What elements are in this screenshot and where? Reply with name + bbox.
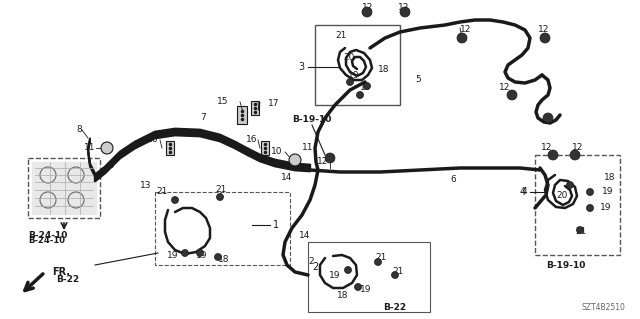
Text: 19: 19 (196, 250, 207, 259)
Circle shape (172, 197, 179, 204)
Text: 18: 18 (337, 291, 348, 300)
Text: 4: 4 (520, 187, 526, 197)
Text: 12: 12 (362, 4, 373, 12)
Text: 19: 19 (328, 271, 340, 279)
Text: FR.: FR. (52, 267, 70, 277)
Text: 20: 20 (343, 54, 355, 63)
Text: B-22: B-22 (56, 276, 79, 285)
Circle shape (540, 33, 550, 43)
Text: 21: 21 (392, 268, 403, 277)
Circle shape (355, 284, 362, 291)
Text: 12: 12 (541, 144, 552, 152)
Text: 19: 19 (360, 286, 371, 294)
Text: 12: 12 (499, 84, 510, 93)
Circle shape (362, 7, 372, 17)
Text: 14: 14 (280, 174, 292, 182)
Text: 13: 13 (140, 181, 152, 189)
Text: 5: 5 (415, 76, 420, 85)
Circle shape (364, 83, 371, 90)
Circle shape (356, 92, 364, 99)
Text: 10: 10 (271, 147, 282, 157)
Text: 15: 15 (216, 98, 228, 107)
Text: 18: 18 (218, 256, 230, 264)
Text: B-24-10: B-24-10 (29, 236, 65, 245)
Text: 18: 18 (604, 174, 616, 182)
Bar (155, 192, 290, 265)
Text: 20: 20 (556, 190, 568, 199)
Bar (535, 155, 620, 255)
Circle shape (586, 189, 593, 196)
Text: 12: 12 (538, 26, 549, 34)
Text: 21: 21 (335, 31, 347, 40)
Bar (166, 141, 174, 155)
Text: 19: 19 (348, 70, 360, 79)
Bar (308, 242, 430, 312)
Circle shape (392, 271, 399, 278)
Circle shape (289, 154, 301, 166)
Text: 12: 12 (317, 158, 328, 167)
Text: 8: 8 (76, 125, 82, 135)
Text: 11: 11 (302, 144, 314, 152)
Circle shape (570, 150, 580, 160)
Text: 11: 11 (83, 144, 95, 152)
Circle shape (325, 153, 335, 163)
Text: 19: 19 (602, 188, 614, 197)
Text: 19: 19 (360, 84, 371, 93)
Circle shape (214, 254, 221, 261)
Text: 4: 4 (522, 188, 527, 197)
Text: 2: 2 (308, 257, 314, 266)
Text: 1: 1 (273, 220, 279, 230)
Circle shape (101, 142, 113, 154)
Circle shape (196, 249, 204, 256)
Circle shape (566, 182, 573, 189)
Text: 18: 18 (378, 65, 390, 75)
Text: 21: 21 (375, 254, 387, 263)
Circle shape (548, 150, 558, 160)
Text: B-19-10: B-19-10 (547, 261, 586, 270)
Circle shape (216, 194, 223, 201)
Text: B-19-10: B-19-10 (292, 115, 332, 124)
Text: 2: 2 (312, 262, 318, 272)
Bar (251, 101, 259, 115)
Bar (315, 25, 400, 105)
Text: 16: 16 (147, 136, 158, 145)
Circle shape (182, 249, 189, 256)
Circle shape (346, 78, 353, 85)
Circle shape (457, 33, 467, 43)
Circle shape (507, 90, 517, 100)
Text: B-24-10: B-24-10 (28, 231, 68, 240)
Text: B-22: B-22 (383, 303, 406, 313)
Text: 17: 17 (268, 99, 280, 108)
Circle shape (374, 258, 381, 265)
Text: 21: 21 (575, 227, 586, 236)
Bar (28, 158, 100, 218)
Text: 12: 12 (460, 26, 472, 34)
Circle shape (577, 226, 584, 234)
Text: 21: 21 (157, 188, 168, 197)
Circle shape (543, 113, 553, 123)
Text: 19: 19 (600, 204, 611, 212)
Text: SZT4B2510: SZT4B2510 (581, 303, 625, 312)
Text: 14: 14 (299, 231, 310, 240)
Text: 9: 9 (108, 160, 114, 169)
Text: 21: 21 (215, 186, 227, 195)
Circle shape (400, 7, 410, 17)
Text: 12: 12 (572, 144, 584, 152)
Circle shape (344, 266, 351, 273)
Text: 3: 3 (298, 62, 304, 72)
Bar (261, 141, 269, 155)
Text: 7: 7 (200, 114, 205, 122)
Text: 12: 12 (398, 4, 410, 12)
Bar (237, 106, 247, 124)
Text: 19: 19 (166, 250, 178, 259)
Text: 16: 16 (246, 136, 257, 145)
Text: 6: 6 (450, 175, 456, 184)
Circle shape (586, 204, 593, 211)
